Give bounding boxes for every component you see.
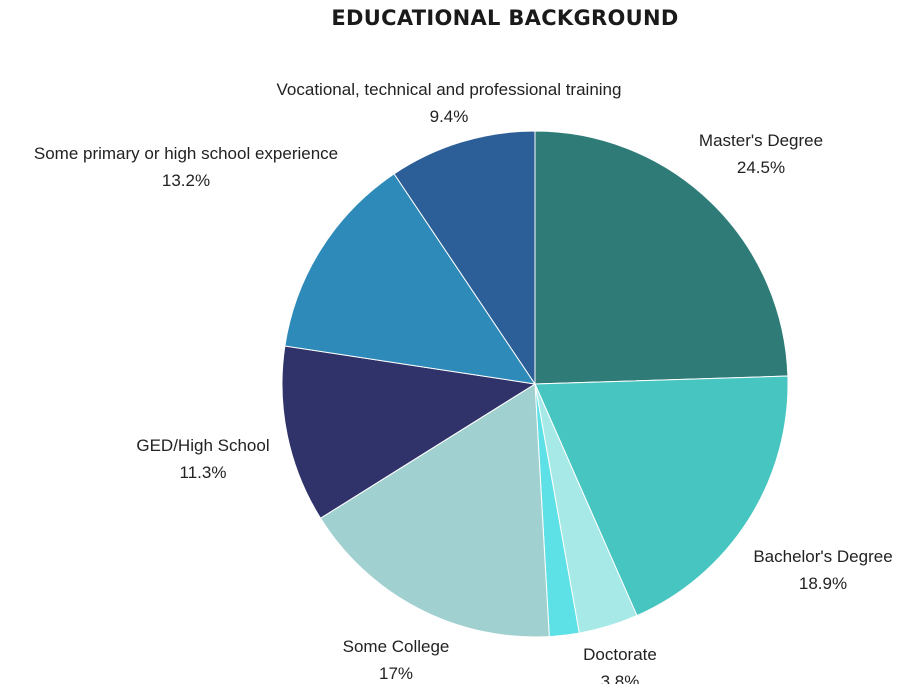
pie-slice-master-s-degree bbox=[534, 130, 789, 385]
pie-slice-some-primary-or-high-school-experience bbox=[284, 173, 537, 385]
pie-slice-bachelor-s-degree bbox=[534, 375, 789, 617]
slice-label-vocational-technical-and-professional-training: Vocational, technical and professional t… bbox=[277, 80, 622, 99]
slice-value-bachelor-s-degree: 18.9% bbox=[799, 574, 847, 593]
slice-value-ged-high-school: 11.3% bbox=[180, 463, 227, 482]
pie-labels: Master's Degree 24.5% Bachelor's Degree 18.… bbox=[34, 80, 893, 684]
slice-label-ged-high-school: GED/High School bbox=[136, 436, 269, 455]
slice-value-vocational-technical-and-professional-training: 9.4% bbox=[430, 107, 469, 126]
pie-slice-some-college bbox=[319, 383, 550, 638]
slice-label-some-primary-or-high-school-experience: Some primary or high school experience bbox=[34, 144, 338, 163]
pie-slice-ged-high-school bbox=[281, 345, 537, 519]
pie-slices bbox=[281, 130, 789, 638]
pie-slice-vocational-technical-and-professional-training bbox=[393, 130, 536, 386]
slice-value-doctorate: 3.8% bbox=[601, 672, 640, 684]
slice-value-some-college: 17% bbox=[379, 664, 413, 683]
slice-label-doctorate: Doctorate bbox=[583, 645, 657, 664]
chart-title: EDUCATIONAL BACKGROUND bbox=[331, 6, 679, 30]
slice-value-master-s-degree: 24.5% bbox=[737, 158, 785, 177]
slice-value-some-primary-or-high-school-experience: 13.2% bbox=[162, 171, 210, 190]
slice-label-some-college: Some College bbox=[343, 637, 450, 656]
slice-label-bachelor-s-degree: Bachelor's Degree bbox=[753, 547, 892, 566]
slice-label-master-s-degree: Master's Degree bbox=[699, 131, 823, 150]
